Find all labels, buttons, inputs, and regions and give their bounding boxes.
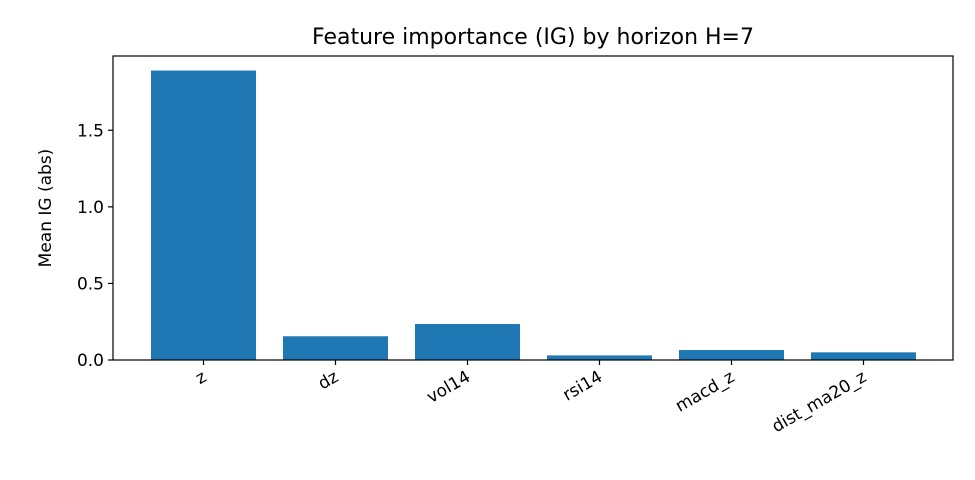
y-axis-ticks: 0.0 0.5 1.0 1.5 [77,121,113,371]
x-tick-label: macd_z [672,367,738,417]
y-tick-label: 1.5 [77,121,104,141]
bar-rsi14 [547,355,652,360]
x-tick-label: z [192,367,210,389]
bar-z [151,70,256,360]
y-tick-label: 0.5 [77,274,104,294]
bars-group [151,70,916,360]
bar-dist_ma20_z [811,352,916,360]
bar-macd_z [679,350,784,360]
bar-vol14 [415,324,520,360]
x-tick-label: dist_ma20_z [769,367,870,437]
x-tick-label: dz [315,367,342,394]
y-tick-label: 1.0 [77,198,104,218]
x-tick-label: vol14 [423,367,474,408]
bar-dz [283,336,388,360]
y-tick-label: 0.0 [77,351,104,371]
chart-title: Feature importance (IG) by horizon H=7 [312,25,754,50]
x-tick-label: rsi14 [559,367,606,405]
x-axis-ticks: z dz vol14 rsi14 macd_z dist_ma20_z [192,360,870,437]
plot-frame [112,55,954,361]
y-axis-label: Mean IG (abs) [36,149,56,268]
